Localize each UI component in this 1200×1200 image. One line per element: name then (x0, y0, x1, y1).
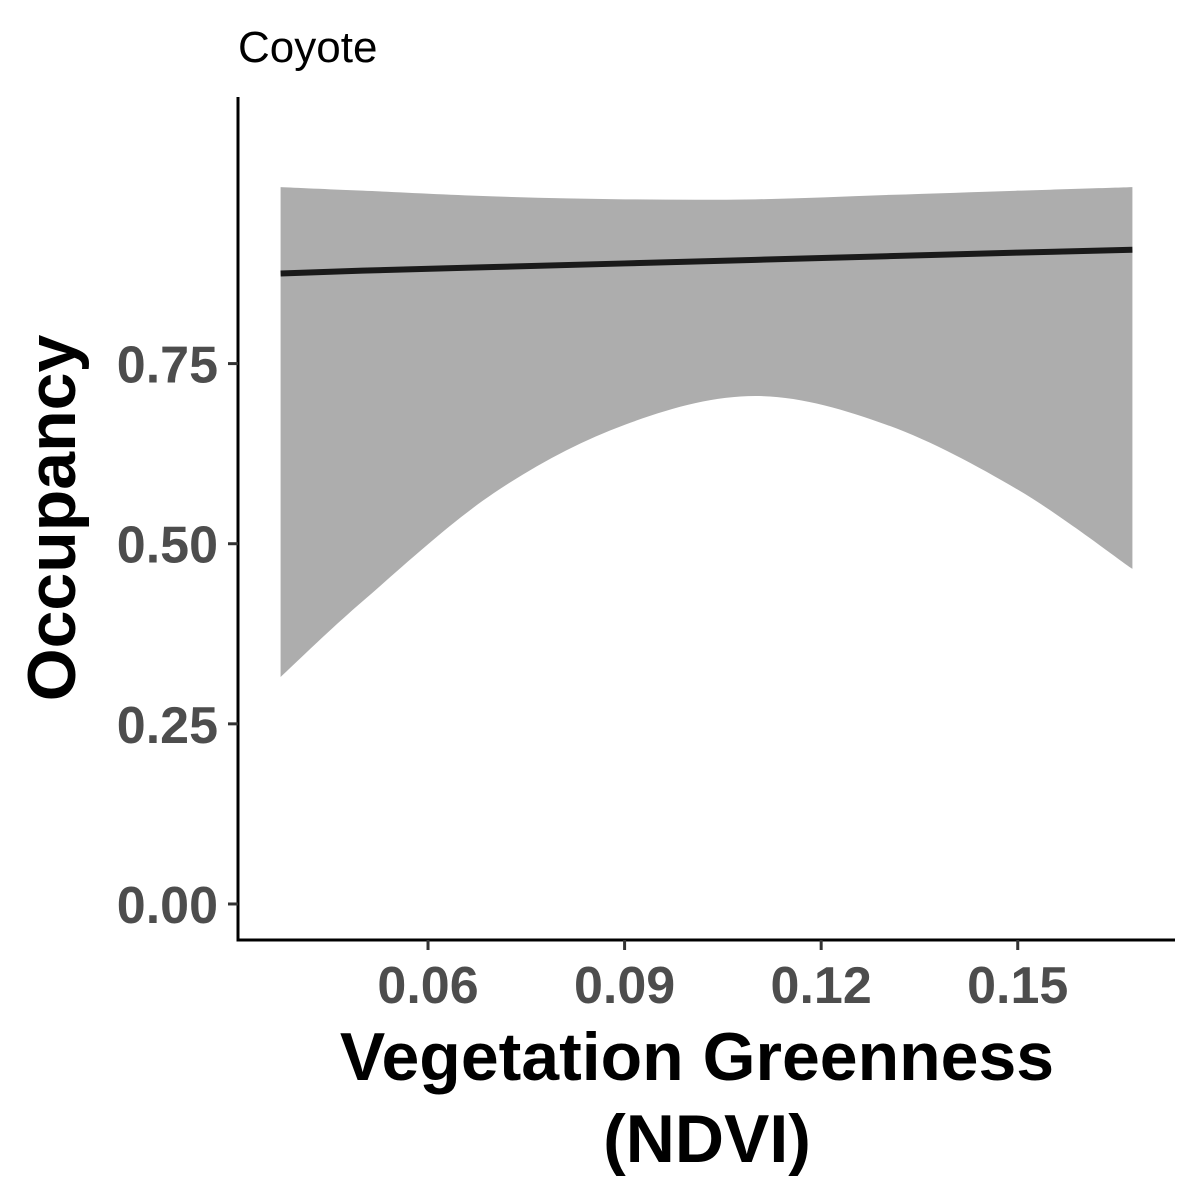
x-tick-label: 0.12 (771, 957, 872, 1015)
y-tick-label: 0.00 (117, 877, 218, 935)
y-axis-title: Occupancy (14, 335, 90, 702)
plot-area (280, 187, 1133, 678)
x-tick-label: 0.09 (574, 957, 675, 1015)
y-tick-label: 0.25 (117, 697, 218, 755)
x-tick-label: 0.06 (377, 957, 478, 1015)
fitted-line-0 (280, 246, 1133, 277)
x-axis-title-line-1: Vegetation Greenness (340, 1019, 1054, 1095)
chart-title: Coyote (238, 23, 377, 72)
confidence-band-0 (280, 187, 1133, 678)
axes: 0.00 0.25 0.50 0.75 0.06 0.09 0.12 0.15 (117, 97, 1175, 1015)
x-axis-title-line-2: (NDVI) (603, 1101, 811, 1177)
y-tick-label: 0.50 (117, 517, 218, 575)
x-tick-label: 0.15 (967, 957, 1068, 1015)
y-tick-label: 0.75 (117, 337, 218, 395)
